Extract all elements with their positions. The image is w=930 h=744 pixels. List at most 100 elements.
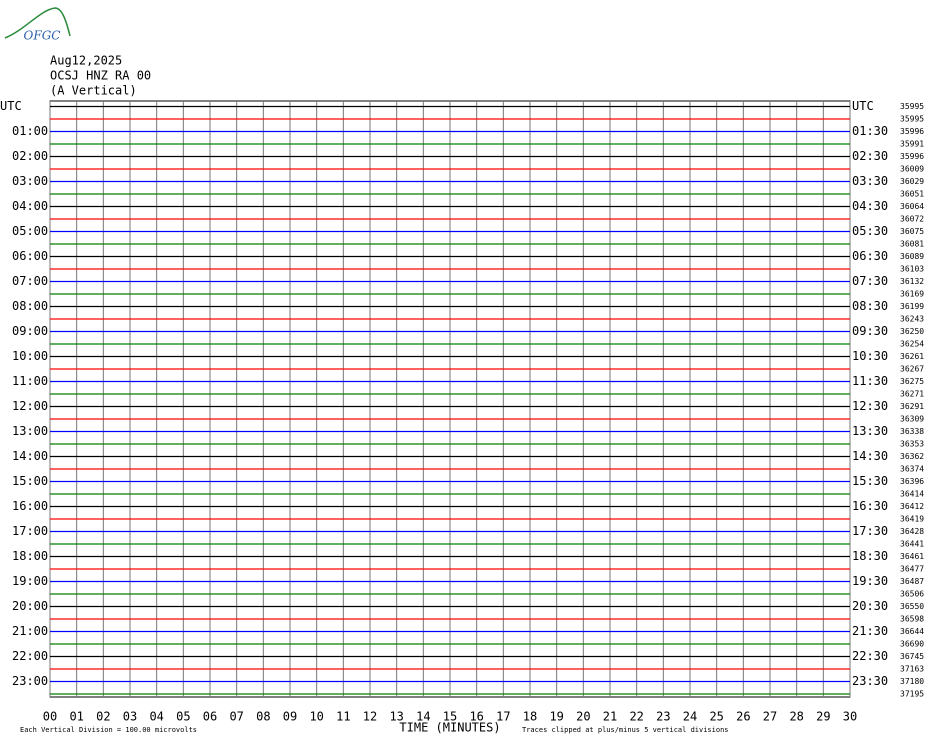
x-tick-label: 01 [69, 710, 83, 724]
trace-mean: 36009 [900, 165, 924, 174]
left-time-label: 18:00 [12, 549, 48, 563]
left-time-label: 23:00 [12, 674, 48, 688]
footer-note: Each Vertical Division = 100.00 microvol… [20, 726, 197, 734]
x-tick-label: 21 [603, 710, 617, 724]
left-time-label: 01:00 [12, 124, 48, 138]
x-tick-label: 03 [123, 710, 137, 724]
trace-mean: 37163 [900, 665, 924, 674]
left-time-label: 22:00 [12, 649, 48, 663]
left-time-label: 11:00 [12, 374, 48, 388]
trace-mean: 36477 [900, 565, 924, 574]
trace-mean: 36362 [900, 452, 924, 461]
trace-mean: 36396 [900, 477, 924, 486]
left-time-label: 13:00 [12, 424, 48, 438]
trace-mean: 36598 [900, 615, 924, 624]
left-time-label: 03:00 [12, 174, 48, 188]
logo: OFGC [24, 29, 61, 43]
right-time-label: 04:30 [852, 199, 888, 213]
x-tick-label: 07 [229, 710, 243, 724]
x-tick-label: 18 [523, 710, 537, 724]
right-time-label: 07:30 [852, 274, 888, 288]
x-tick-label: 28 [789, 710, 803, 724]
x-tick-label: 27 [763, 710, 777, 724]
header-line: Aug12,2025 [50, 54, 122, 68]
x-tick-label: 11 [336, 710, 350, 724]
left-time-label: 14:00 [12, 449, 48, 463]
right-time-label: 10:30 [852, 349, 888, 363]
trace-mean: 36506 [900, 590, 924, 599]
x-tick-label: 30 [843, 710, 857, 724]
x-tick-label: 06 [203, 710, 217, 724]
left-time-label: 19:00 [12, 574, 48, 588]
logo-shape [4, 7, 71, 39]
trace-mean: 36267 [900, 365, 924, 374]
left-time-label: 09:00 [12, 324, 48, 338]
right-time-label: 16:30 [852, 499, 888, 513]
x-tick-label: 20 [576, 710, 590, 724]
trace-mean: 36081 [900, 240, 924, 249]
trace-mean: 35996 [900, 152, 924, 161]
right-time-label: 21:30 [852, 624, 888, 638]
left-time-label: 08:00 [12, 299, 48, 313]
right-time-label: 13:30 [852, 424, 888, 438]
left-time-label: 06:00 [12, 249, 48, 263]
trace-mean: 36064 [900, 202, 924, 211]
trace-mean: 36309 [900, 415, 924, 424]
x-tick-label: 25 [709, 710, 723, 724]
x-tick-label: 26 [736, 710, 750, 724]
header-line: (A Vertical) [50, 84, 137, 98]
x-tick-label: 04 [149, 710, 163, 724]
left-time-label: 16:00 [12, 499, 48, 513]
trace-mean: 36051 [900, 190, 924, 199]
x-tick-label: 00 [43, 710, 57, 724]
right-time-label: 22:30 [852, 649, 888, 663]
left-time-label: 07:00 [12, 274, 48, 288]
trace-mean: 36254 [900, 340, 924, 349]
left-time-label: 12:00 [12, 399, 48, 413]
right-time-label: UTC [852, 99, 874, 113]
trace-mean: 36374 [900, 465, 924, 474]
trace-mean: 36428 [900, 527, 924, 536]
x-tick-label: 29 [816, 710, 830, 724]
trace-mean: 36029 [900, 177, 924, 186]
x-tick-label: 14 [416, 710, 430, 724]
left-time-label: 04:00 [12, 199, 48, 213]
x-tick-label: 22 [629, 710, 643, 724]
trace-mean: 36132 [900, 277, 924, 286]
right-time-label: 14:30 [852, 449, 888, 463]
trace-mean: 36291 [900, 402, 924, 411]
header-line: OCSJ HNZ RA 00 [50, 69, 151, 83]
trace-mean: 36103 [900, 265, 924, 274]
trace-mean: 36072 [900, 215, 924, 224]
trace-mean: 36075 [900, 227, 924, 236]
left-time-label: UTC [0, 99, 22, 113]
right-time-label: 03:30 [852, 174, 888, 188]
trace-mean: 35991 [900, 140, 924, 149]
right-time-label: 02:30 [852, 149, 888, 163]
trace-mean: 36419 [900, 515, 924, 524]
x-tick-label: 24 [683, 710, 697, 724]
right-time-label: 11:30 [852, 374, 888, 388]
x-tick-label: 15 [443, 710, 457, 724]
trace-mean: 36089 [900, 252, 924, 261]
right-time-label: 08:30 [852, 299, 888, 313]
trace-mean: 35995 [900, 102, 924, 111]
right-time-label: 09:30 [852, 324, 888, 338]
trace-mean: 36550 [900, 602, 924, 611]
trace-mean: 35995 [900, 115, 924, 124]
left-time-label: 20:00 [12, 599, 48, 613]
x-tick-label: 09 [283, 710, 297, 724]
right-time-label: 12:30 [852, 399, 888, 413]
trace-mean: 36690 [900, 640, 924, 649]
trace-mean: 37180 [900, 677, 924, 686]
trace-mean: 36271 [900, 390, 924, 399]
right-time-label: 05:30 [852, 224, 888, 238]
trace-mean: 36250 [900, 327, 924, 336]
right-time-label: 15:30 [852, 474, 888, 488]
x-tick-label: 13 [389, 710, 403, 724]
left-time-label: 05:00 [12, 224, 48, 238]
left-time-label: 17:00 [12, 524, 48, 538]
right-time-label: 20:30 [852, 599, 888, 613]
right-time-label: 06:30 [852, 249, 888, 263]
x-tick-label: 08 [256, 710, 270, 724]
